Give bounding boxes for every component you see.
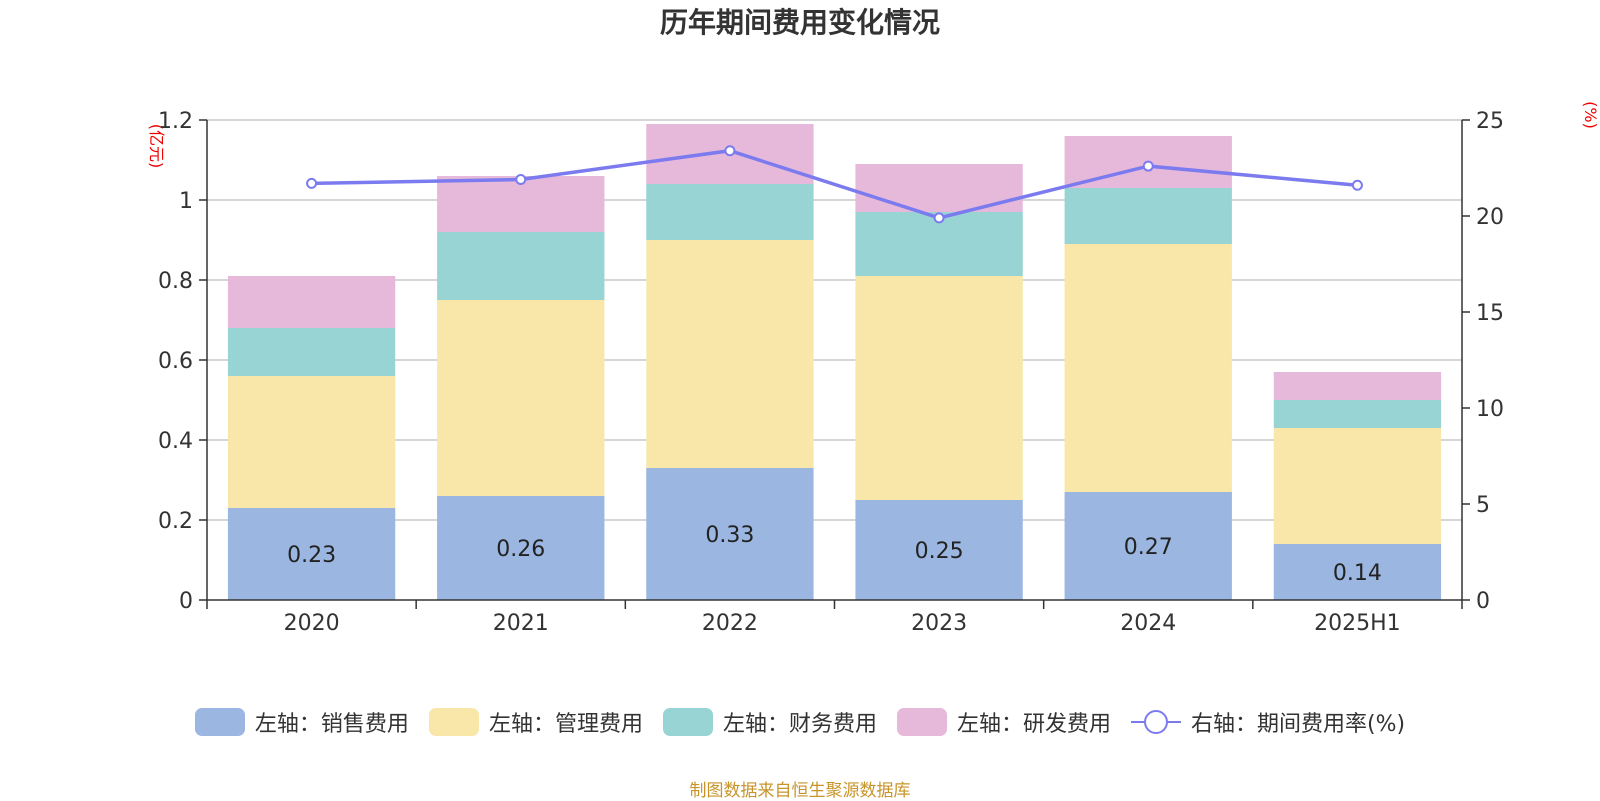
bar-segment (646, 184, 814, 240)
rate-point (306, 177, 318, 189)
rate-point (724, 145, 736, 157)
legend-label: 左轴：研发费用 (956, 712, 1111, 737)
legend-item[interactable]: 左轴：销售费用 (194, 706, 409, 738)
x-tick-label: 2025H1 (1314, 611, 1401, 636)
right-axis-unit: (%) (1581, 101, 1600, 129)
x-tick-label: 2023 (911, 611, 967, 636)
right-tick-label: 10 (1476, 397, 1504, 422)
x-tick-label: 2020 (284, 611, 340, 636)
x-tick-label: 2021 (493, 611, 549, 636)
bar-segment (437, 232, 605, 300)
left-tick-label: 0.2 (158, 509, 193, 534)
legend-label: 左轴：管理费用 (488, 712, 643, 737)
rate-point (515, 174, 527, 186)
bar-segment (1273, 372, 1442, 400)
left-tick-label: 0 (179, 589, 193, 614)
left-tick-label: 0.4 (158, 429, 193, 454)
bar-segment (1273, 428, 1442, 544)
source-note: 制图数据来自恒生聚源数据库 (689, 781, 911, 801)
bar-segment (855, 276, 1023, 500)
left-tick-label: 1.2 (158, 109, 193, 134)
bar-segment (855, 500, 1023, 600)
right-tick-label: 5 (1476, 493, 1490, 518)
legend-item[interactable]: 左轴：管理费用 (428, 706, 643, 738)
bar-value-label: 0.26 (496, 537, 545, 562)
legend-label: 右轴：期间费用率(%) (1190, 712, 1406, 737)
chart-canvas: 历年期间费用变化情况 (亿元) (%) 0.23 0.260.330.25 0.27… (147, 6, 1600, 636)
bar-segment (437, 176, 605, 232)
right-tick-label: 20 (1476, 205, 1504, 230)
rate-point (933, 212, 945, 224)
bar-segment (1064, 188, 1232, 244)
x-tick-label: 2022 (702, 611, 758, 636)
legend-swatch (428, 708, 479, 736)
bar-segment (1273, 544, 1442, 600)
grid-lines (207, 119, 1462, 521)
rate-point (1351, 179, 1363, 191)
axes: 0 0.2 0.4 0.6 0.8 1 1.2 0 5 10 15 20 25 2020 2021 2022 2… (158, 109, 1504, 636)
legend-item[interactable]: 左轴：研发费用 (896, 706, 1111, 738)
rate-point (1142, 160, 1154, 172)
bar-segment (1064, 244, 1232, 492)
bar-value-label: 0.25 (915, 539, 964, 564)
x-tick-label: 2024 (1120, 611, 1176, 636)
bar-value-label: 0.14 (1333, 561, 1382, 586)
bar-value-label: 0.27 (1124, 535, 1173, 560)
bar-segment (437, 496, 605, 600)
legend-swatch (662, 708, 713, 736)
right-tick-label: 15 (1476, 301, 1504, 326)
left-axis-unit: (亿元) (147, 124, 166, 169)
bar-segment (227, 376, 396, 508)
right-tick-label: 0 (1476, 589, 1490, 614)
left-tick-label: 1 (179, 189, 193, 214)
legend-swatch (896, 708, 947, 736)
legend-item[interactable]: 右轴：期间费用率(%) (1130, 706, 1406, 738)
bar-value-label: 0.33 (705, 523, 754, 548)
bar-segment (1064, 492, 1232, 600)
legend-label: 左轴：财务费用 (722, 712, 877, 737)
legend: 左轴：销售费用 左轴：管理费用 左轴：财务费用 左轴：研发费用 右轴：期间费用率(%) (0, 702, 1600, 742)
line-series (306, 145, 1363, 224)
left-tick-label: 0.6 (158, 349, 193, 374)
right-tick-label: 25 (1476, 109, 1504, 134)
bar-segment (227, 276, 396, 328)
rate-line (311, 148, 1358, 220)
bar-series: 0.23 0.26 0.33 0.25 0.27 0.14 (227, 124, 1442, 600)
bar-segment (227, 328, 396, 376)
left-tick-label: 0.8 (158, 269, 193, 294)
bar-segment (1273, 400, 1442, 428)
bar-segment (646, 468, 814, 600)
chart-title: 历年期间费用变化情况 (660, 6, 940, 39)
legend-swatch (194, 708, 245, 736)
bar-value-label: 0.23 (287, 543, 336, 568)
legend-label: 左轴：销售费用 (254, 712, 409, 737)
legend-line-swatch (1130, 708, 1181, 736)
bar-segment (227, 508, 396, 600)
bar-segment (646, 240, 814, 468)
bar-segment (437, 300, 605, 496)
legend-item[interactable]: 左轴：财务费用 (662, 706, 877, 738)
